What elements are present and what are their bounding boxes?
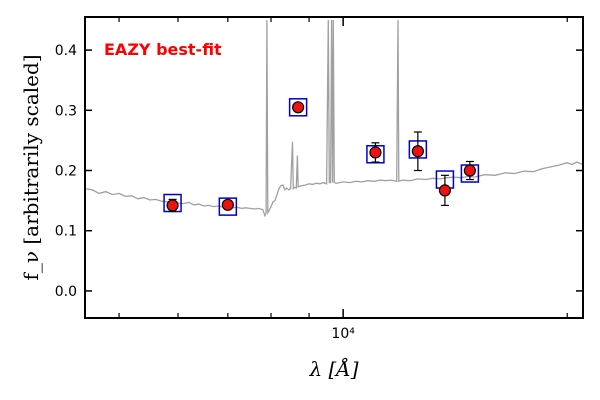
y-axis-label: f_ν [arbitrarily scaled] [19, 54, 43, 280]
model-photometry-box [218, 197, 238, 216]
observed-point [221, 198, 234, 211]
marks-layer [163, 98, 480, 216]
observed-point [438, 184, 452, 197]
y-tick-label: 0.0 [55, 284, 77, 300]
observed-point [463, 164, 476, 177]
y-tick-label: 0.4 [55, 43, 77, 59]
spectrum-line [84, 19, 584, 218]
observed-point [369, 146, 382, 159]
observed-point [166, 199, 179, 212]
spectrum-layer [84, 19, 584, 218]
observed-point [292, 101, 305, 114]
y-tick-label: 0.2 [55, 164, 77, 180]
x-axis-label: λ [Å] [308, 356, 358, 381]
ticks-layer: 0.0 0.1 0.2 0.3 0.4 10⁴ [55, 17, 583, 342]
model-photometry-box [288, 98, 308, 117]
y-tick-label: 0.1 [55, 224, 77, 240]
chart-annotation: EAZY best-fit [104, 40, 222, 59]
x-tick-label: 10⁴ [331, 326, 355, 342]
y-tick-label: 0.3 [55, 103, 77, 119]
observed-point [411, 145, 424, 158]
plot-frame [84, 16, 584, 319]
